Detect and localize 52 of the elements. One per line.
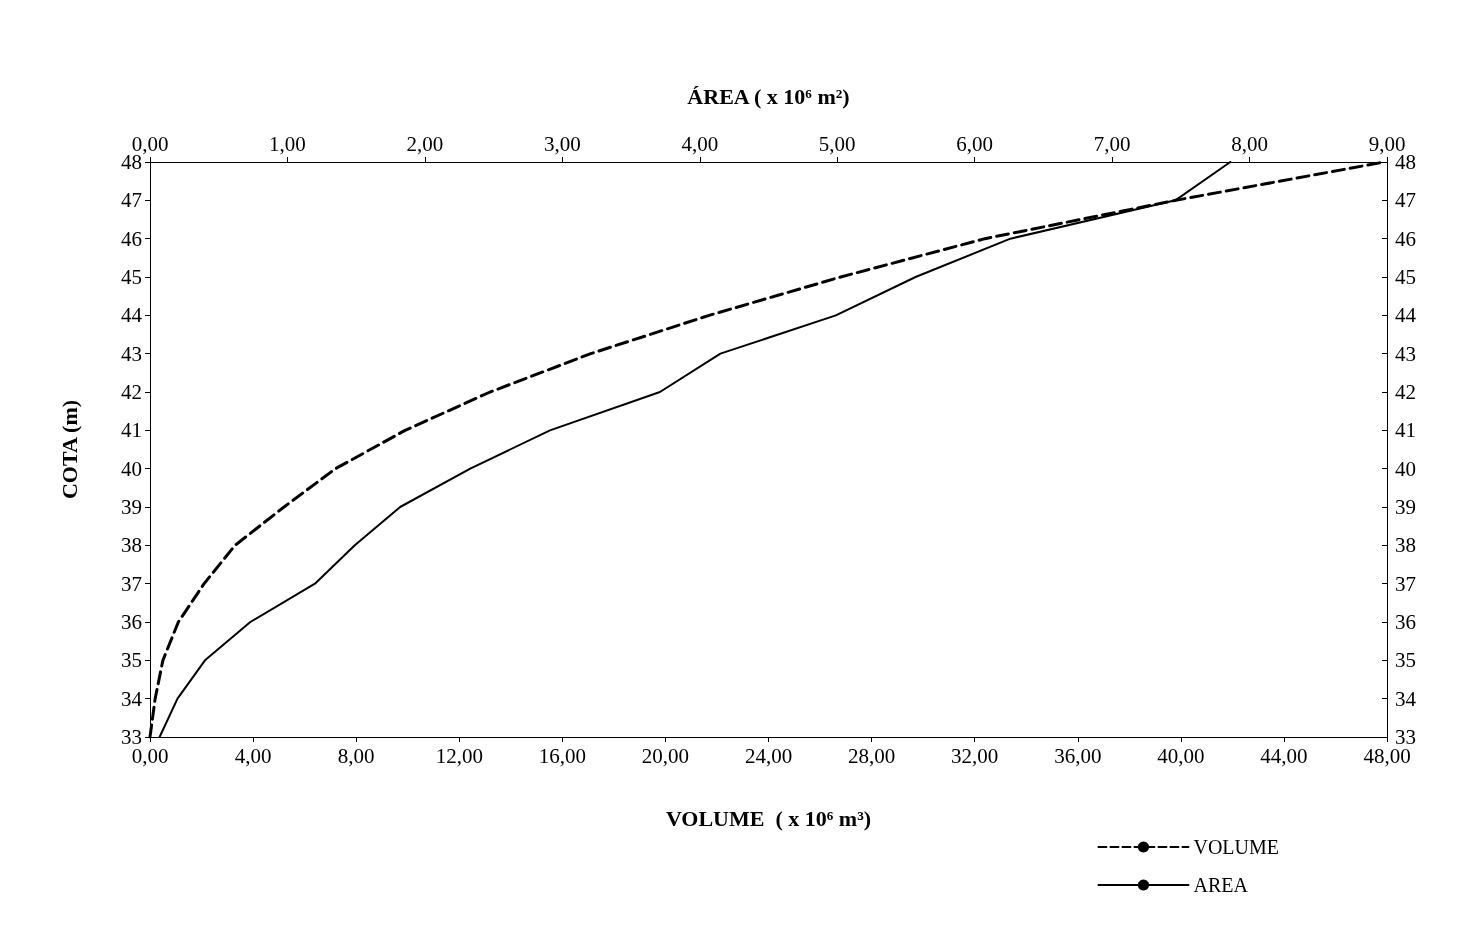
y2-tick-label: 44 bbox=[1395, 303, 1417, 328]
y2-tick-label: 37 bbox=[1395, 571, 1416, 596]
y-tick-label: 40 bbox=[121, 456, 142, 481]
x2-tick-label: 3,00 bbox=[543, 131, 581, 156]
x-tick-label: 4,00 bbox=[234, 743, 272, 768]
y-tick-label: 41 bbox=[121, 418, 142, 443]
x-tick-label: 28,00 bbox=[847, 743, 896, 768]
y2-tick-label: 45 bbox=[1395, 265, 1416, 289]
y-tick-label: 47 bbox=[121, 188, 142, 213]
y2-tick-label: 39 bbox=[1395, 495, 1416, 519]
y2-tick-label: 46 bbox=[1395, 226, 1416, 251]
y2-tick-label: 42 bbox=[1395, 380, 1416, 404]
y2-tick-label: 36 bbox=[1395, 610, 1416, 634]
y-tick-label: 38 bbox=[121, 533, 142, 558]
y2-tick-label: 40 bbox=[1395, 456, 1416, 481]
y-tick-label: 46 bbox=[121, 226, 142, 251]
x-tick-label: 8,00 bbox=[337, 743, 375, 768]
x2-tick-label: 7,00 bbox=[1093, 131, 1131, 156]
y-tick-label: 35 bbox=[121, 648, 142, 673]
y-tick-label: 44 bbox=[121, 303, 143, 328]
y-tick-label: 43 bbox=[121, 341, 142, 366]
y2-tick-label: 34 bbox=[1395, 686, 1417, 711]
legend-label: VOLUME bbox=[1193, 836, 1279, 858]
y-tick-label: 45 bbox=[121, 265, 142, 289]
x-tick-label: 40,00 bbox=[1157, 743, 1205, 768]
y2-tick-label: 38 bbox=[1395, 533, 1416, 558]
x-tick-label: 20,00 bbox=[641, 743, 690, 768]
x2-tick-label: 8,00 bbox=[1231, 131, 1268, 156]
y-tick-label: 39 bbox=[121, 495, 142, 519]
x-axis-title: VOLUME ( x 10⁶ m³) bbox=[665, 805, 872, 831]
x2-tick-label: 1,00 bbox=[269, 131, 306, 156]
y-tick-label: 36 bbox=[121, 610, 142, 634]
legend-label: AREA bbox=[1193, 874, 1249, 896]
y-tick-label: 34 bbox=[121, 686, 143, 711]
x-tick-label: 36,00 bbox=[1054, 743, 1102, 768]
x2-axis-title: ÁREA ( x 10⁶ m²) bbox=[687, 83, 850, 109]
y-tick-label: 42 bbox=[121, 380, 142, 404]
y2-tick-label: 47 bbox=[1395, 188, 1416, 213]
x-tick-label: 44,00 bbox=[1260, 743, 1308, 768]
y-axis-title: COTA (m) bbox=[56, 399, 82, 500]
x2-tick-label: 6,00 bbox=[956, 131, 994, 156]
x-tick-label: 12,00 bbox=[435, 743, 483, 768]
x2-tick-label: 2,00 bbox=[406, 131, 444, 156]
y2-tick-label: 35 bbox=[1395, 648, 1416, 673]
x-tick-label: 24,00 bbox=[744, 743, 793, 768]
x2-tick-label: 4,00 bbox=[681, 131, 719, 156]
y2-tick-label: 41 bbox=[1395, 418, 1416, 443]
x2-tick-label: 5,00 bbox=[818, 131, 856, 156]
y2-tick-label: 43 bbox=[1395, 341, 1416, 366]
y-tick-label: 37 bbox=[121, 571, 142, 596]
x-tick-label: 32,00 bbox=[951, 743, 999, 768]
x-tick-label: 16,00 bbox=[538, 743, 586, 768]
